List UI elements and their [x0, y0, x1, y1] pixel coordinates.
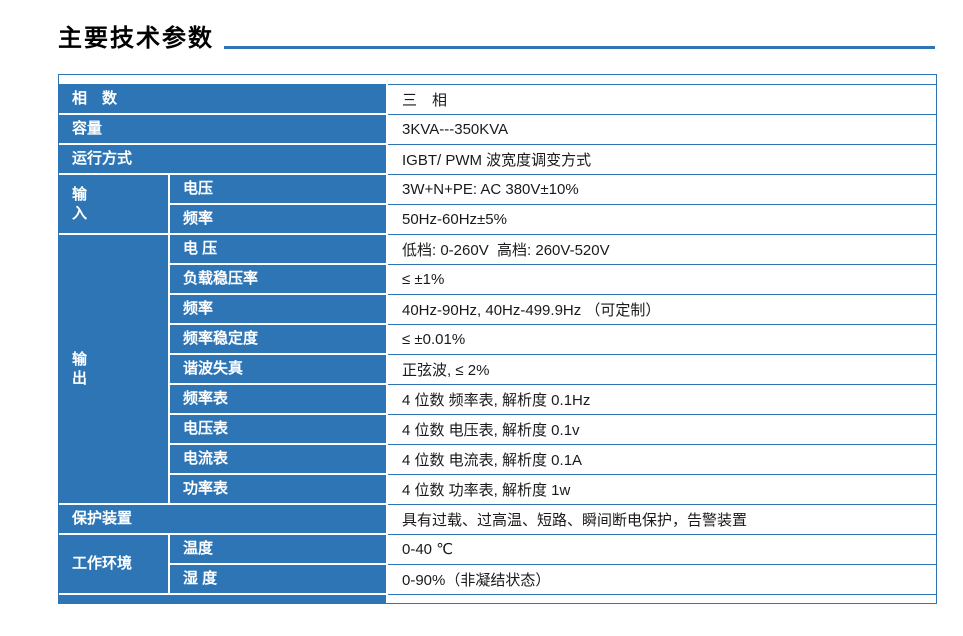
- row-value-frequency-meter: 4 位数 频率表, 解析度 0.1Hz: [387, 384, 936, 415]
- row-value-humidity: 0-90%（非凝结状态）: [387, 564, 936, 595]
- row-label-capacity: 容量: [59, 114, 388, 145]
- row-value-power-meter: 4 位数 功率表, 解析度 1w: [387, 474, 936, 505]
- row-value-input-frequency: 50Hz-60Hz±5%: [387, 204, 936, 235]
- table-row-env-humidity: 湿 度 0-90%（非凝结状态）: [59, 564, 936, 595]
- table-row-current-meter: 电流表 4 位数 电流表, 解析度 0.1A: [59, 444, 936, 475]
- page-title: 主要技术参数: [58, 25, 214, 52]
- row-value-input-voltage: 3W+N+PE: AC 380V±10%: [387, 174, 936, 205]
- row-value-harmonic-distortion: 正弦波, ≤ 2%: [387, 354, 936, 385]
- top-spacer-cell: [59, 75, 936, 85]
- spec-page: 主要技术参数 相 数 三 相 容量 3KVA---350KVA 运行方式 IGB…: [58, 24, 937, 604]
- table-row-output-voltage: 输 出 电 压 低档: 0-260V 高档: 260V-520V: [59, 234, 936, 505]
- table-row-phase: 相 数 三 相: [59, 84, 936, 115]
- title-row: 主要技术参数: [58, 24, 935, 54]
- row-value-protection: 具有过载、过高温、短路、瞬间断电保护，告警装置: [387, 504, 936, 535]
- row-label-output-frequency: 频率: [169, 294, 388, 325]
- table-bottom-spacer-row: [59, 594, 936, 603]
- row-label-humidity: 湿 度: [169, 564, 388, 595]
- table-row-output-frequency: 频率 40Hz-90Hz, 40Hz-499.9Hz （可定制）: [59, 294, 936, 325]
- row-value-load-regulation: ≤ ±1%: [387, 264, 936, 295]
- group-label-input: 输 入: [59, 174, 170, 235]
- spec-table: 相 数 三 相 容量 3KVA---350KVA 运行方式 IGBT/ PWM …: [59, 75, 936, 603]
- table-row-env-temperature: 工作环境 温度 0-40 ℃: [59, 534, 936, 595]
- table-top-spacer-row: [59, 75, 936, 85]
- group-label-environment: 工作环境: [59, 534, 170, 595]
- row-value-operation: IGBT/ PWM 波宽度调变方式: [387, 144, 936, 175]
- row-label-frequency-meter: 频率表: [169, 384, 388, 415]
- row-label-frequency-stability: 频率稳定度: [169, 324, 388, 355]
- row-value-frequency-stability: ≤ ±0.01%: [387, 324, 936, 355]
- bottom-spacer-blue-cell: [59, 594, 388, 603]
- row-value-capacity: 3KVA---350KVA: [387, 114, 936, 145]
- row-label-power-meter: 功率表: [169, 474, 388, 505]
- group-label-output: 输 出: [59, 234, 170, 505]
- row-label-temperature: 温度: [169, 534, 388, 565]
- table-row-load-regulation: 负载稳压率 ≤ ±1%: [59, 264, 936, 295]
- table-row-harmonic-distortion: 谐波失真 正弦波, ≤ 2%: [59, 354, 936, 385]
- table-row-frequency-stability: 频率稳定度 ≤ ±0.01%: [59, 324, 936, 355]
- title-underline: [224, 46, 935, 49]
- row-label-input-frequency: 频率: [169, 204, 388, 235]
- row-label-harmonic-distortion: 谐波失真: [169, 354, 388, 385]
- table-row-frequency-meter: 频率表 4 位数 频率表, 解析度 0.1Hz: [59, 384, 936, 415]
- spec-table-wrapper: 相 数 三 相 容量 3KVA---350KVA 运行方式 IGBT/ PWM …: [58, 74, 937, 604]
- row-value-output-voltage: 低档: 0-260V 高档: 260V-520V: [387, 234, 936, 265]
- row-value-output-frequency: 40Hz-90Hz, 40Hz-499.9Hz （可定制）: [387, 294, 936, 325]
- row-label-output-voltage: 电 压: [169, 234, 388, 265]
- table-row-capacity: 容量 3KVA---350KVA: [59, 114, 936, 145]
- row-label-current-meter: 电流表: [169, 444, 388, 475]
- row-label-voltage-meter: 电压表: [169, 414, 388, 445]
- bottom-spacer-white-cell: [387, 594, 936, 603]
- row-label-operation: 运行方式: [59, 144, 388, 175]
- row-value-temperature: 0-40 ℃: [387, 534, 936, 565]
- table-row-protection: 保护装置 具有过载、过高温、短路、瞬间断电保护，告警装置: [59, 504, 936, 535]
- row-label-input-voltage: 电压: [169, 174, 388, 205]
- table-row-input-voltage: 输 入 电压 3W+N+PE: AC 380V±10%: [59, 174, 936, 235]
- table-row-input-frequency: 频率 50Hz-60Hz±5%: [59, 204, 936, 235]
- row-label-protection: 保护装置: [59, 504, 388, 535]
- row-value-phase: 三 相: [387, 84, 936, 115]
- row-label-phase: 相 数: [59, 84, 388, 115]
- table-row-voltage-meter: 电压表 4 位数 电压表, 解析度 0.1v: [59, 414, 936, 445]
- row-value-current-meter: 4 位数 电流表, 解析度 0.1A: [387, 444, 936, 475]
- row-label-load-regulation: 负载稳压率: [169, 264, 388, 295]
- row-value-voltage-meter: 4 位数 电压表, 解析度 0.1v: [387, 414, 936, 445]
- table-row-power-meter: 功率表 4 位数 功率表, 解析度 1w: [59, 474, 936, 505]
- table-row-operation: 运行方式 IGBT/ PWM 波宽度调变方式: [59, 144, 936, 175]
